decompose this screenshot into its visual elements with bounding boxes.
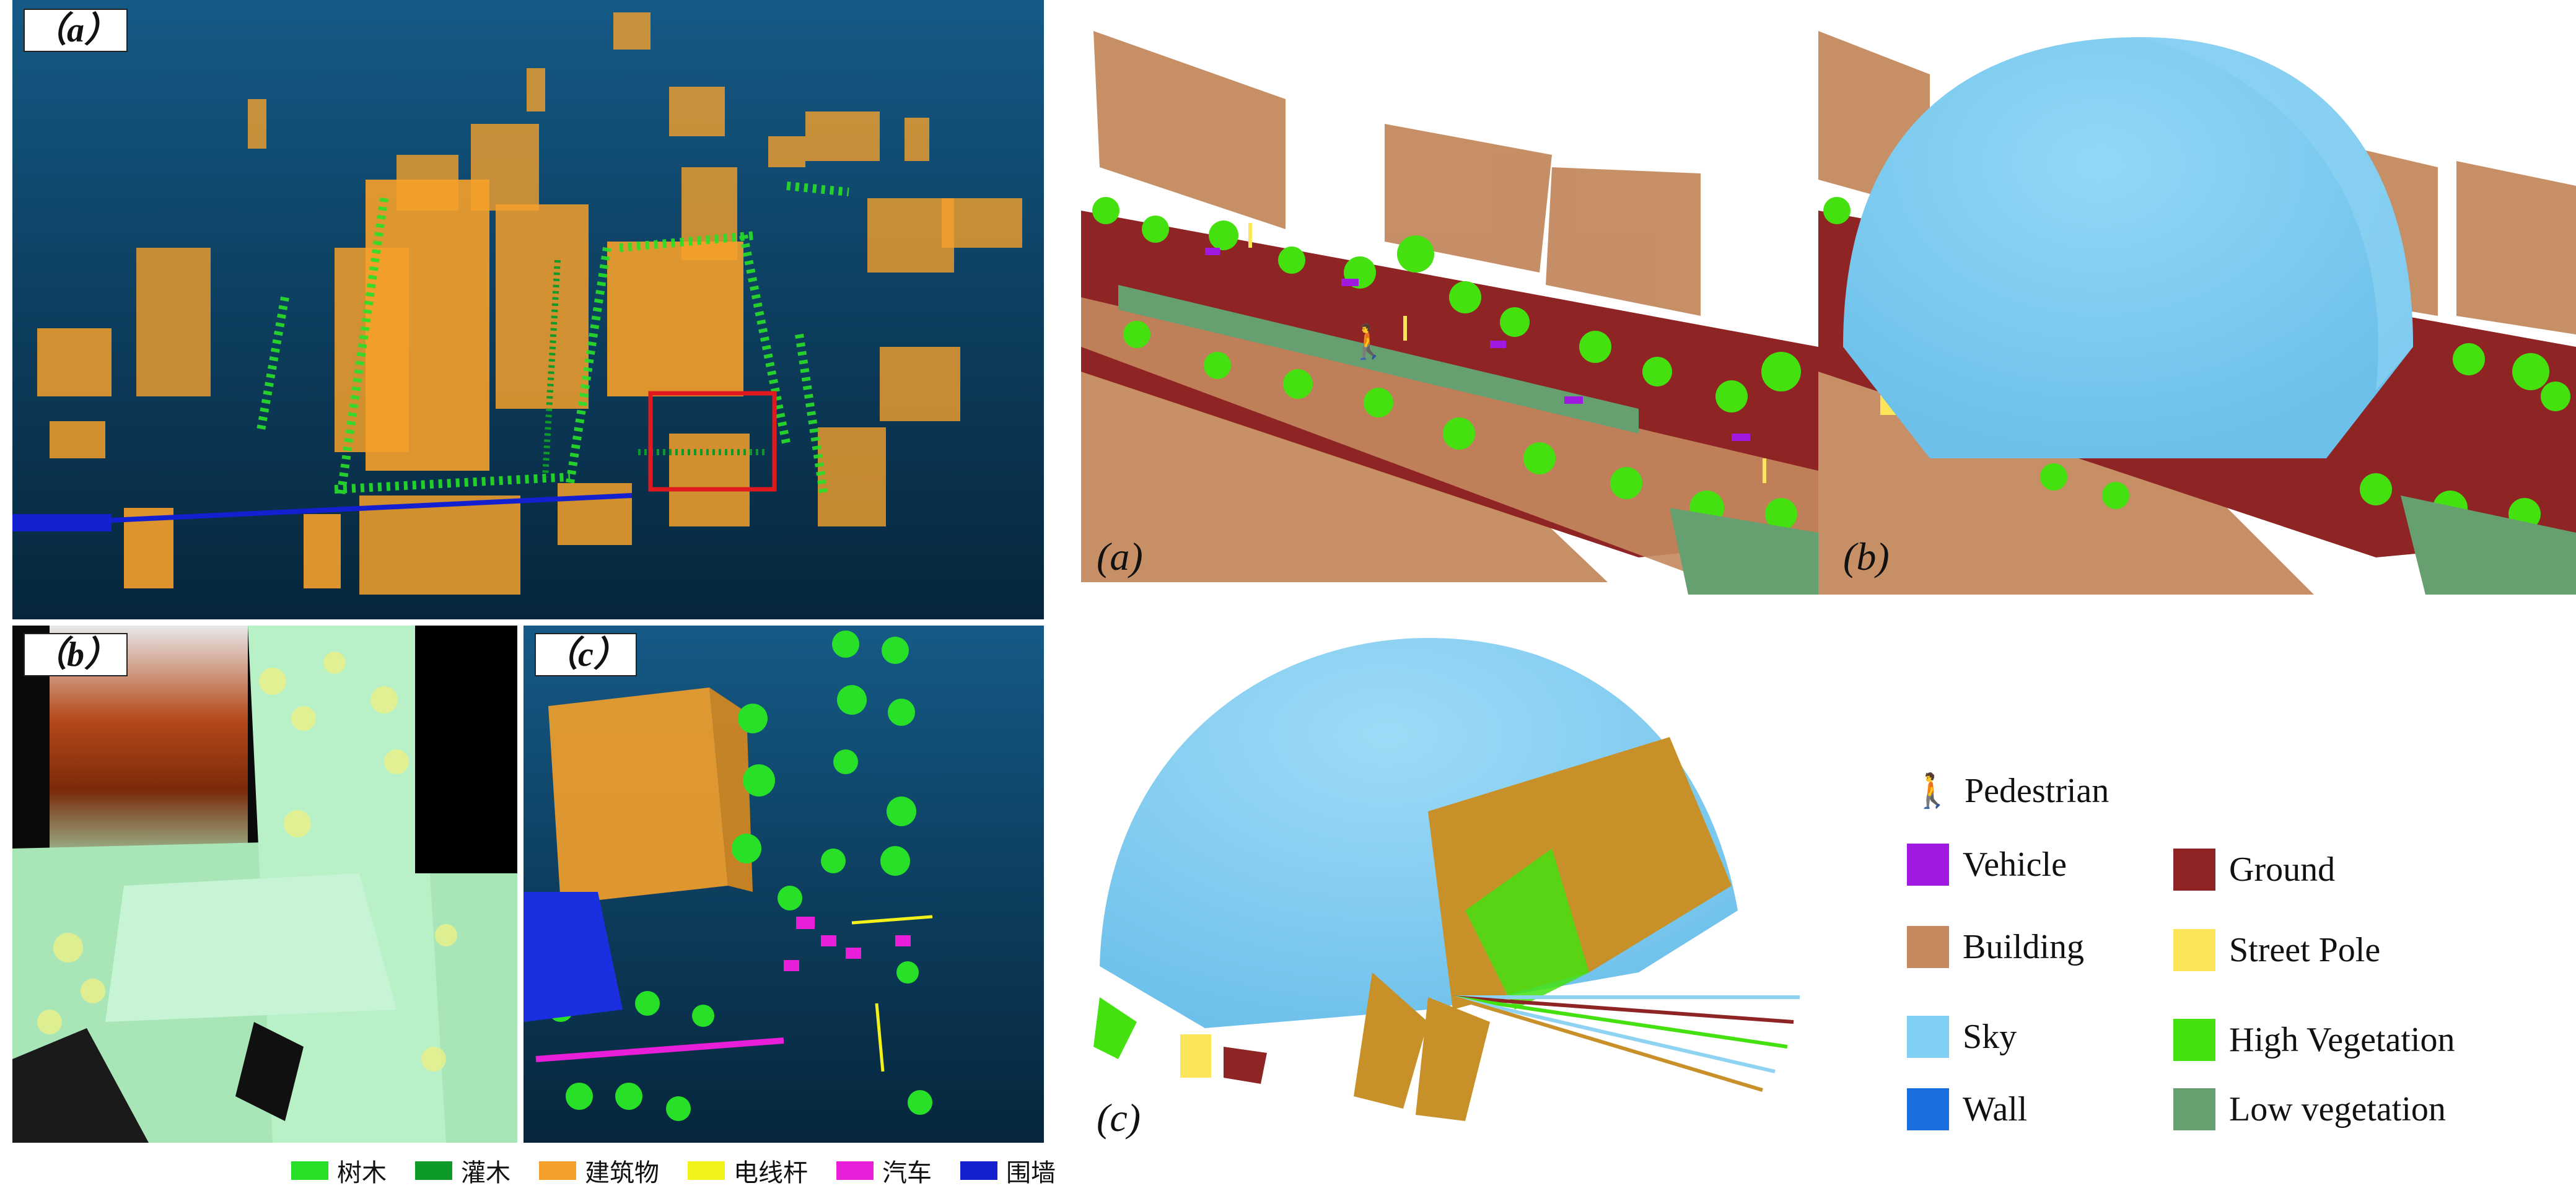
right-panel-c-label: (c) xyxy=(1097,1096,1141,1140)
point-cloud-b-scene xyxy=(12,626,517,1143)
street-scene-panel-b xyxy=(1818,25,2576,595)
legend-item-vehicle: Vehicle xyxy=(1907,844,2067,886)
legend-label-wall: Wall xyxy=(1963,1090,2028,1128)
legend-swatch-wall xyxy=(1907,1088,1949,1130)
legend-item-ground: Ground xyxy=(2173,849,2335,891)
legend-label-car: 汽车 xyxy=(882,1159,932,1187)
legend-swatch-building xyxy=(1907,926,1949,968)
legend-item-pole: 电线杆 xyxy=(688,1153,808,1189)
legend-swatch-vehicle xyxy=(1907,844,1949,886)
panel-b-tag: （b） xyxy=(24,633,128,676)
point-cloud-panel-a: （a） xyxy=(12,0,1044,619)
legend-item-pedestrian: 🚶 Pedestrian xyxy=(1911,771,2109,811)
panel-c-tag: （c） xyxy=(535,633,637,676)
legend-label-fence: 围墙 xyxy=(1006,1159,1056,1187)
legend-swatch-car xyxy=(836,1161,874,1180)
legend-swatch-street-pole xyxy=(2173,929,2215,971)
street-scene-a xyxy=(1081,31,1818,595)
legend-label-ground: Ground xyxy=(2229,850,2336,889)
legend-swatch-sky xyxy=(1907,1016,1949,1058)
street-scene-panel-a: 🚶 xyxy=(1081,25,1818,595)
legend-label-building: 建筑物 xyxy=(585,1159,659,1187)
point-cloud-panel-b: （b） xyxy=(12,626,517,1143)
legend-label-tree: 树木 xyxy=(337,1159,387,1187)
legend-item-tree: 树木 xyxy=(291,1153,387,1189)
legend-label-building: Building xyxy=(1963,928,2085,966)
point-cloud-c-scene xyxy=(524,631,933,1121)
legend-swatch-pole xyxy=(688,1161,725,1180)
panel-a-tag: （a） xyxy=(24,9,128,52)
legend-item-wall: Wall xyxy=(1907,1088,2027,1130)
legend-item-building: 建筑物 xyxy=(539,1153,659,1189)
pedestrian-icon: 🚶 xyxy=(1347,322,1390,361)
legend-swatch-high-vegetation xyxy=(2173,1019,2215,1061)
legend-label-sky: Sky xyxy=(1963,1018,2017,1056)
pedestrian-icon: 🚶 xyxy=(1911,771,1953,810)
street-scene-b xyxy=(1818,31,2576,595)
legend-swatch-shrub xyxy=(415,1161,452,1180)
legend-swatch-ground xyxy=(2173,849,2215,891)
sky-dome-panel-c xyxy=(1081,626,1825,1140)
legend-label-pole: 电线杆 xyxy=(734,1159,808,1187)
legend-item-high-vegetation: High Vegetation xyxy=(2173,1019,2455,1061)
legend-swatch-low-vegetation xyxy=(2173,1088,2215,1130)
legend-label-shrub: 灌木 xyxy=(461,1159,510,1187)
right-panel-a-label: (a) xyxy=(1097,535,1143,578)
legend-item-car: 汽车 xyxy=(836,1153,932,1189)
legend-item-fence: 围墙 xyxy=(960,1153,1056,1189)
legend-label-high-vegetation: High Vegetation xyxy=(2229,1021,2455,1059)
legend-item-sky: Sky xyxy=(1907,1016,2017,1058)
point-cloud-a-scene xyxy=(12,12,1022,595)
legend-label-low-vegetation: Low vegetation xyxy=(2229,1090,2446,1128)
legend-item-low-vegetation: Low vegetation xyxy=(2173,1088,2446,1130)
legend-label-pedestrian: Pedestrian xyxy=(1965,772,2109,810)
legend-item-building: Building xyxy=(1907,926,2084,968)
legend-item-street-pole: Street Pole xyxy=(2173,929,2380,971)
legend-label-vehicle: Vehicle xyxy=(1963,845,2067,884)
point-cloud-panel-c: （c） xyxy=(524,626,1044,1143)
legend-swatch-fence xyxy=(960,1161,997,1180)
legend-swatch-tree xyxy=(291,1161,328,1180)
sky-dome-c xyxy=(1093,638,1800,1121)
legend-label-street-pole: Street Pole xyxy=(2229,931,2381,969)
class-legend-chinese: 树木 灌木 建筑物 电线杆 汽车 围墙 xyxy=(291,1152,1084,1189)
legend-item-shrub: 灌木 xyxy=(415,1153,510,1189)
right-panel-b-label: (b) xyxy=(1843,535,1890,578)
legend-swatch-building xyxy=(539,1161,576,1180)
